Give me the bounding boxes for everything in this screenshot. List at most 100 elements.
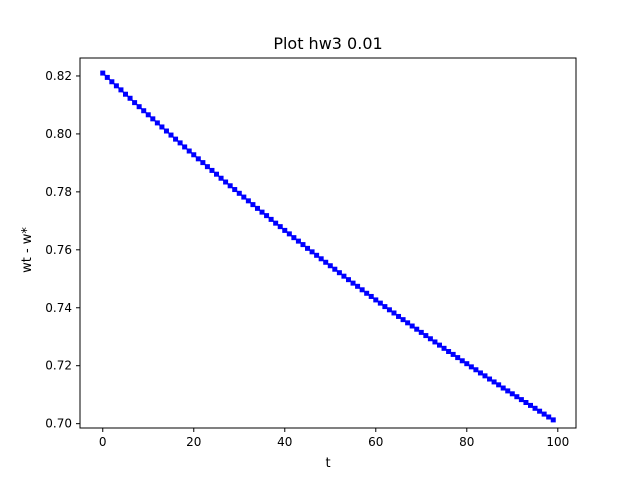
data-point <box>145 112 151 118</box>
data-point <box>496 382 502 388</box>
data-point <box>382 304 388 310</box>
data-point <box>241 194 247 200</box>
data-point <box>359 287 365 293</box>
data-point <box>200 160 206 166</box>
data-point <box>300 242 306 248</box>
data-point <box>314 252 320 258</box>
data-point <box>518 397 524 403</box>
data-point <box>250 202 256 208</box>
data-point <box>163 128 169 134</box>
data-point <box>396 313 402 319</box>
data-point <box>523 400 529 405</box>
chart-title: Plot hw3 0.01 <box>273 34 382 53</box>
y-tick-label: 0.72 <box>45 359 72 373</box>
data-point <box>254 205 260 211</box>
data-point <box>318 256 324 262</box>
data-point <box>455 355 461 361</box>
data-point <box>214 171 220 177</box>
data-point <box>282 227 288 233</box>
data-point <box>427 336 433 342</box>
data-point <box>291 235 297 241</box>
data-point <box>409 323 415 329</box>
y-axis: 0.70 0.72 0.74 0.76 0.78 0.80 0.82 <box>45 69 80 431</box>
axes-frame <box>79 57 577 429</box>
data-point <box>550 417 556 423</box>
data-point <box>446 349 452 355</box>
data-point <box>191 152 197 158</box>
x-tick-label: 40 <box>277 435 292 449</box>
data-point <box>441 345 447 351</box>
data-point <box>514 394 520 400</box>
data-point <box>273 220 279 226</box>
data-point <box>373 297 379 303</box>
data-point <box>414 326 420 332</box>
y-tick-label: 0.82 <box>45 69 72 83</box>
data-point <box>195 156 201 162</box>
data-point <box>377 300 383 306</box>
data-point <box>450 351 456 357</box>
y-tick-label: 0.78 <box>45 185 72 199</box>
data-point <box>528 402 533 408</box>
data-point <box>113 83 119 89</box>
data-point <box>218 175 224 181</box>
data-point <box>132 100 138 106</box>
data-point <box>286 231 292 237</box>
data-point <box>154 120 160 126</box>
data-point <box>136 104 142 110</box>
data-point <box>209 167 215 173</box>
x-tick-label: 0 <box>99 435 107 449</box>
data-point <box>332 266 338 272</box>
x-tick-label: 60 <box>368 435 383 449</box>
data-point <box>268 216 274 222</box>
data-point <box>227 183 233 189</box>
data-point <box>277 224 283 230</box>
data-point <box>546 414 552 420</box>
data-point <box>405 320 411 326</box>
data-point <box>295 238 301 244</box>
data-point <box>464 361 470 367</box>
x-tick-label: 80 <box>459 435 474 449</box>
data-point <box>541 411 547 417</box>
data-point <box>173 136 179 142</box>
data-point <box>532 405 538 411</box>
data-point <box>168 132 174 138</box>
y-tick-label: 0.70 <box>45 417 72 431</box>
data-point <box>118 87 124 93</box>
data-point <box>245 198 251 204</box>
data-point <box>264 213 270 219</box>
data-point <box>204 164 210 170</box>
data-point <box>345 277 351 283</box>
y-tick-label: 0.76 <box>45 243 72 257</box>
data-point <box>305 245 311 251</box>
data-point <box>232 187 238 193</box>
data-point <box>509 391 515 397</box>
data-point <box>186 148 192 154</box>
data-point <box>477 370 483 376</box>
data-point <box>459 358 465 364</box>
data-point <box>473 367 479 373</box>
data-point <box>104 74 110 80</box>
y-axis-label: wt - w* <box>20 227 35 273</box>
data-point <box>141 108 147 114</box>
x-tick-label: 20 <box>186 435 201 449</box>
data-point <box>386 307 392 313</box>
data-point <box>177 140 183 146</box>
data-point <box>259 209 265 215</box>
data-point <box>336 270 342 276</box>
data-point <box>482 373 488 379</box>
data-point <box>418 329 424 335</box>
data-point <box>500 385 506 391</box>
data-point <box>159 124 165 130</box>
data-point <box>109 79 115 85</box>
data-point <box>487 376 493 382</box>
data-point <box>364 290 370 296</box>
data-point <box>432 339 438 345</box>
data-point <box>127 95 133 101</box>
x-tick-label: 100 <box>546 435 569 449</box>
data-point <box>123 91 128 97</box>
series-layer <box>100 70 556 423</box>
data-point <box>150 116 156 122</box>
x-axis-label: t <box>325 456 330 471</box>
